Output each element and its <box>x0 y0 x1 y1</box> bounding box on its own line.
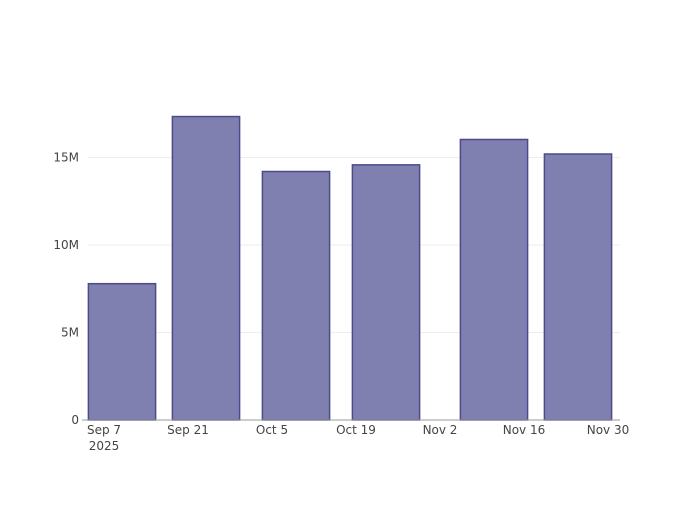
y-tick-label: 10M <box>53 238 79 252</box>
x-tick-label: Nov 16 <box>503 423 546 437</box>
bar <box>543 153 613 421</box>
bar <box>459 138 529 421</box>
x-tick-label: Oct 5 <box>256 423 288 437</box>
x-tick-label: Sep 7 <box>87 423 121 437</box>
y-tick-label: 15M <box>53 151 79 165</box>
x-tick-label: Oct 19 <box>336 423 376 437</box>
y-tick-label: 0 <box>71 413 79 427</box>
x-tick-label: Sep 21 <box>167 423 209 437</box>
x-tick-label: Nov 2 <box>423 423 458 437</box>
x-tick-label: Nov 30 <box>587 423 630 437</box>
bar <box>261 170 331 421</box>
bar <box>87 282 157 421</box>
y-tick-label: 5M <box>61 326 79 340</box>
x-tick-year-label: 2025 <box>89 439 120 453</box>
bar <box>171 115 241 421</box>
bar <box>351 164 421 421</box>
